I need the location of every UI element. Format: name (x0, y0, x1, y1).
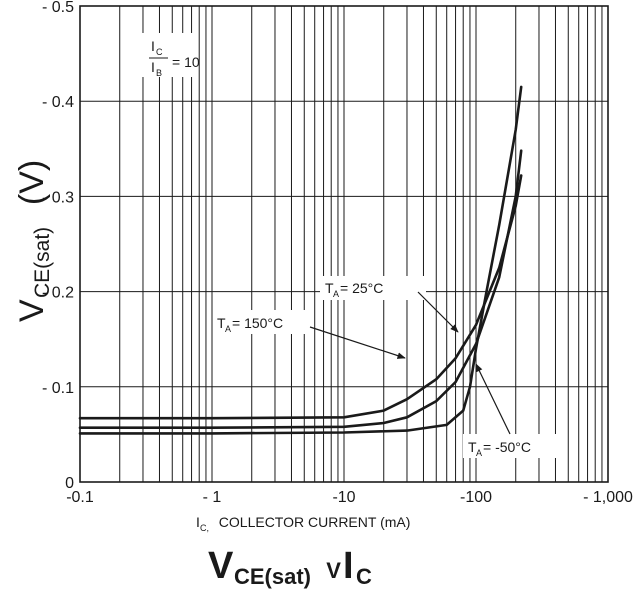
xlabel-main: I (196, 514, 200, 530)
label-25c: T A = 25°C (320, 276, 459, 333)
label-150c-bg (213, 310, 313, 334)
series-line-1 (78, 149, 523, 430)
plot-frame (79, 5, 609, 483)
label-150c: T A = 150°C (213, 310, 406, 359)
y-tick-label: - 0.3 (42, 189, 74, 206)
condition-den-sub: B (156, 68, 162, 78)
arrow-25c (417, 291, 459, 333)
x-tick-label: -100 (460, 489, 492, 506)
chart-title: V CE(sat) V I C (208, 545, 372, 589)
y-tick-label: - 0.2 (42, 285, 74, 302)
ylabel-sub: CE(sat) (31, 227, 54, 298)
series-line-2 (78, 85, 523, 435)
label-m50c-sub: A (476, 448, 482, 458)
label-25c-bg (320, 276, 426, 300)
y-tick-label: - 0.4 (42, 94, 74, 111)
grid (79, 5, 609, 483)
ylabel-main: V (13, 299, 51, 322)
y-tick-label: - 0.5 (42, 0, 74, 16)
x-axis-label: I C, COLLECTOR CURRENT (mA) (196, 514, 410, 533)
y-axis-label: V CE(sat) (V) (13, 160, 54, 322)
label-m50c-bg (463, 434, 558, 458)
ylabel-rest: (V) (13, 160, 51, 224)
title-main2: I (343, 545, 354, 587)
arrow-m50c (475, 363, 511, 435)
xlabel-rest: COLLECTOR CURRENT (mA) (211, 514, 410, 530)
series-lines (78, 85, 523, 435)
y-tick-label: - 0.1 (42, 380, 74, 397)
condition-label: I C I B = 10 (132, 33, 200, 78)
label-25c-rest: = 25°C (340, 280, 383, 296)
label-m50c-main: T (468, 439, 477, 455)
xlabel-sub: C, (200, 523, 209, 533)
condition-num-main: I (151, 38, 155, 54)
x-tick-label: - 1 (203, 489, 222, 506)
label-150c-rest: = 150°C (232, 315, 283, 331)
condition-value: = 10 (172, 54, 200, 70)
condition-den-main: I (151, 59, 155, 75)
label-150c-main: T (217, 315, 226, 331)
title-mid: V (314, 558, 353, 583)
label-m50c: T A = -50°C (463, 363, 558, 458)
x-tick-label: -10 (332, 489, 355, 506)
label-150c-sub: A (225, 324, 231, 334)
label-25c-main: T (325, 280, 334, 296)
title-main: V (208, 545, 234, 587)
x-tick-label: - 1,000 (583, 489, 633, 506)
tick-labels: -0.1 - 1 -10 -100 - 1,000 0 - 0.1 - 0.2 - 0.3 - 0… (42, 0, 633, 506)
y-tick-label: 0 (65, 475, 74, 492)
title-sub: CE(sat) (234, 564, 311, 589)
label-25c-sub: A (333, 289, 339, 299)
title-sub2: C (356, 564, 372, 589)
arrow-150c (309, 326, 406, 359)
x-tick-label: -0.1 (66, 489, 94, 506)
label-m50c-rest: = -50°C (483, 439, 531, 455)
condition-label-bg (132, 33, 198, 77)
condition-num-sub: C (156, 47, 163, 57)
